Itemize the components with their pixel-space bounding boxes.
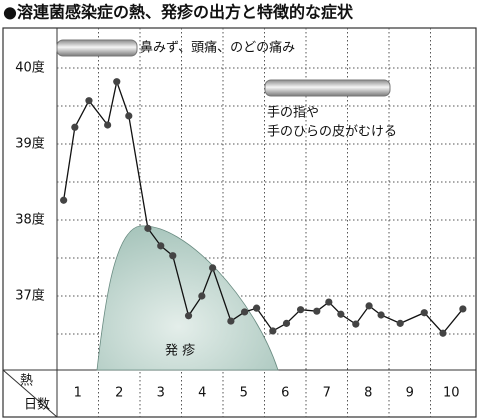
y-tick-label: 37度 [15,288,45,304]
point [198,292,206,300]
point [253,304,261,312]
chart-title: ●溶連菌感染症の熱、発疹の出方と特徴的な症状 [3,3,354,22]
y-tick-label: 38度 [15,212,45,228]
point [144,224,152,232]
x-tick-label: 4 [198,386,206,401]
x-tick-label: 1 [74,386,82,401]
x-tick-label: 6 [281,386,289,401]
corner-label: 熱 [20,374,33,389]
point [227,317,235,325]
x-tick-label: 7 [323,386,331,401]
fever-line [62,79,464,335]
point [157,242,165,250]
point [125,112,133,120]
point [60,196,68,204]
x-tick-label: 3 [157,386,165,401]
point [396,319,404,327]
point [377,311,385,319]
x-tick-label: 9 [406,386,414,401]
point [113,78,121,86]
point [184,312,193,320]
point [240,308,249,316]
point [282,319,291,327]
y-tick-label: 39度 [15,136,45,152]
point [209,264,217,272]
point [169,252,177,260]
point [439,329,447,337]
point [337,310,345,318]
x-tick-label: 10 [443,386,460,401]
point [71,123,79,131]
point [313,307,321,315]
point [269,327,277,335]
point [297,306,305,314]
point [352,320,360,328]
x-tick-label: 5 [240,386,248,401]
annotation: 鼻みず、頭痛、のどの痛み [140,40,295,56]
corner-diagonal [2,369,58,418]
point [365,302,373,310]
annotation: 発 疹 [165,343,195,359]
point [104,121,112,129]
x-tick-label: 2 [115,386,123,401]
point [459,305,467,313]
y-tick-label: 40度 [15,60,45,76]
point [325,298,333,306]
corner-label: 日数 [24,398,50,413]
rash-area [96,225,279,371]
x-tick-label: 8 [364,386,372,401]
annotation: 手の指や [267,106,319,121]
symptom-bar [56,39,138,57]
point [420,309,428,317]
symptom-bar [264,79,391,97]
point [85,97,93,105]
annotation: 手のひらの皮がむける [267,125,397,140]
